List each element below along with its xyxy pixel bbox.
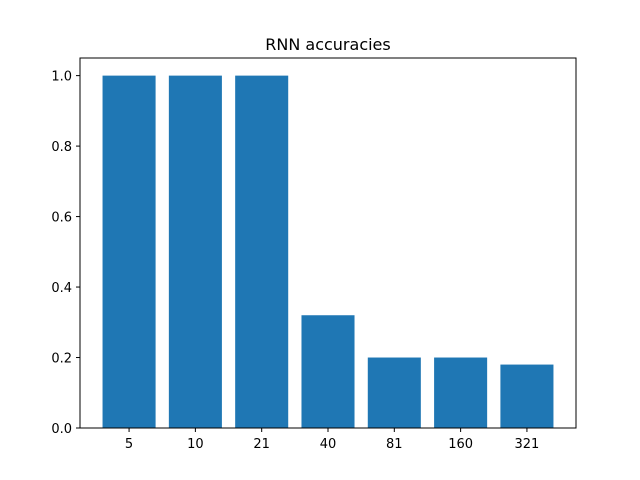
x-tick-label: 160 — [448, 437, 473, 452]
x-tick-label: 21 — [253, 437, 270, 452]
y-tick-label: 0.4 — [51, 281, 72, 296]
bar-160 — [434, 357, 488, 428]
x-tick-label: 321 — [515, 437, 540, 452]
plot-frame — [79, 57, 577, 429]
chart-title: RNN accuracies — [265, 35, 390, 54]
bar-10 — [168, 75, 222, 428]
x-axis: 5 10 21 40 81 160 321 — [125, 428, 539, 452]
y-tick-label: 0.0 — [51, 422, 72, 437]
y-tick-label: 0.8 — [51, 140, 72, 155]
y-tick-label: 0.2 — [51, 352, 72, 367]
bar-40 — [301, 315, 355, 428]
bar-21 — [235, 75, 289, 428]
bar-321 — [500, 364, 554, 428]
y-axis: 0.0 0.2 0.4 0.6 0.8 1.0 — [51, 70, 80, 437]
bars-group — [102, 75, 554, 428]
x-tick-label: 81 — [386, 437, 403, 452]
x-tick-label: 5 — [125, 437, 133, 452]
bar-81 — [367, 357, 421, 428]
x-tick-label: 10 — [187, 437, 204, 452]
bar-5 — [102, 75, 156, 428]
y-tick-label: 1.0 — [51, 70, 72, 85]
y-tick-label: 0.6 — [51, 211, 72, 226]
x-tick-label: 40 — [320, 437, 337, 452]
